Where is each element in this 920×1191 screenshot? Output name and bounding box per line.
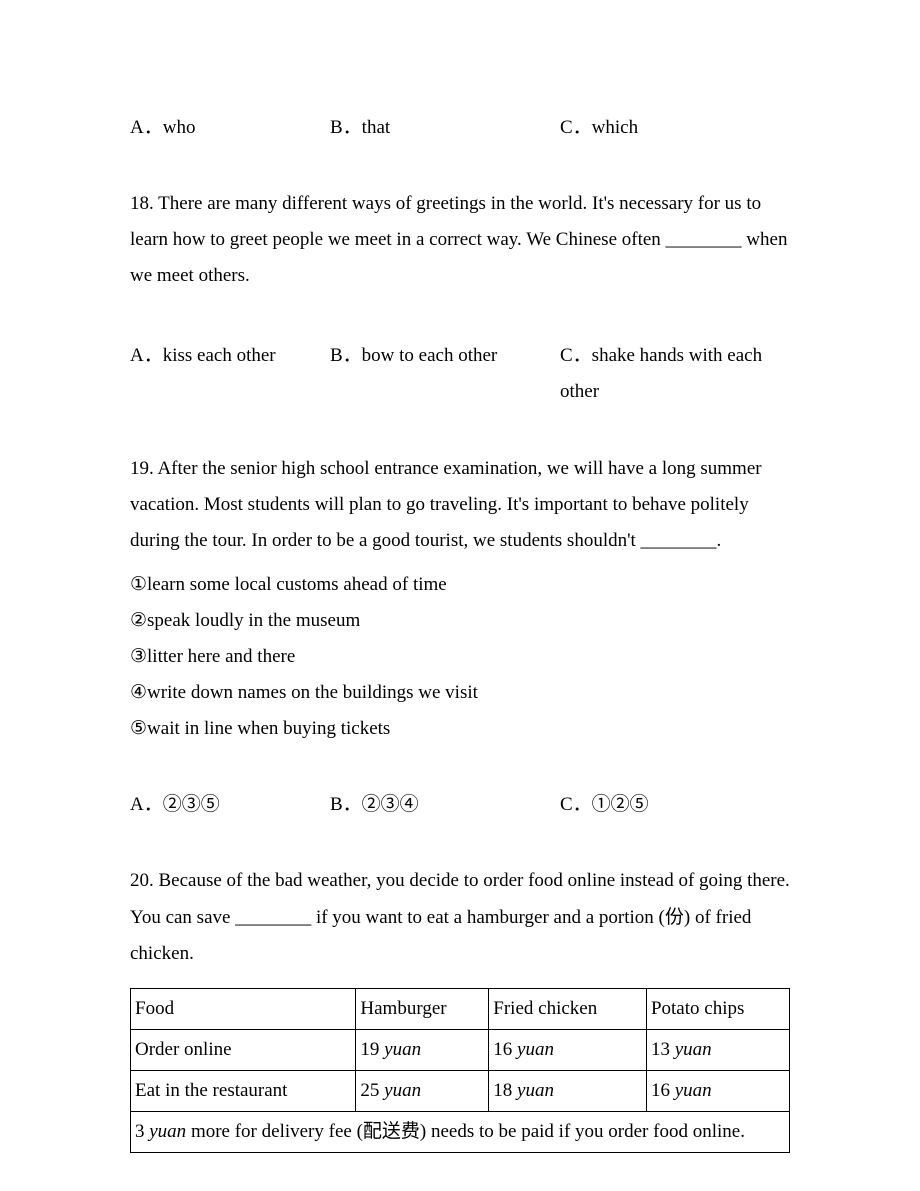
table-note: 3 yuan more for delivery fee (配送费) needs… xyxy=(131,1111,790,1152)
th-hamburger: Hamburger xyxy=(356,988,489,1029)
row1-c3: 13 yuan xyxy=(646,1029,789,1070)
q18-option-c: C．shake hands with each other xyxy=(560,338,790,410)
q19-item-1: ①learn some local customs ahead of time xyxy=(130,567,790,603)
row2-c1: 25 yuan xyxy=(356,1070,489,1111)
th-potato-chips: Potato chips xyxy=(646,988,789,1029)
q19-item-3: ③litter here and there xyxy=(130,639,790,675)
q20-text: 20. Because of the bad weather, you deci… xyxy=(130,863,790,971)
table-row-online: Order online 19 yuan 16 yuan 13 yuan xyxy=(131,1029,790,1070)
price-table: Food Hamburger Fried chicken Potato chip… xyxy=(130,988,790,1153)
q19-option-c: C．①②⑤ xyxy=(560,787,790,823)
row2-c3: 16 yuan xyxy=(646,1070,789,1111)
q19-option-a: A．②③⑤ xyxy=(130,787,330,823)
table-header-row: Food Hamburger Fried chicken Potato chip… xyxy=(131,988,790,1029)
q19-item-4: ④write down names on the buildings we vi… xyxy=(130,675,790,711)
row1-c1: 19 yuan xyxy=(356,1029,489,1070)
row2-label: Eat in the restaurant xyxy=(131,1070,356,1111)
q18-body: 18. There are many different ways of gre… xyxy=(130,186,790,294)
table-row-restaurant: Eat in the restaurant 25 yuan 18 yuan 16… xyxy=(131,1070,790,1111)
th-fried-chicken: Fried chicken xyxy=(489,988,647,1029)
q19-option-b: B．②③④ xyxy=(330,787,560,823)
q17-option-a: A．who xyxy=(130,110,330,146)
q19-options: A．②③⑤ B．②③④ C．①②⑤ xyxy=(130,787,790,823)
table-note-row: 3 yuan more for delivery fee (配送费) needs… xyxy=(131,1111,790,1152)
q20-body: 20. Because of the bad weather, you deci… xyxy=(130,863,790,971)
q19-item-5: ⑤wait in line when buying tickets xyxy=(130,711,790,747)
row1-label: Order online xyxy=(131,1029,356,1070)
q17-option-b: B．that xyxy=(330,110,560,146)
q19-items: ①learn some local customs ahead of time … xyxy=(130,567,790,747)
q17-options: A．who B．that C．which xyxy=(130,110,790,146)
q17-option-c: C．which xyxy=(560,110,790,146)
th-food: Food xyxy=(131,988,356,1029)
q19-body: 19. After the senior high school entranc… xyxy=(130,451,790,559)
q19-item-2: ②speak loudly in the museum xyxy=(130,603,790,639)
q18-option-a: A．kiss each other xyxy=(130,338,330,374)
q18-text: 18. There are many different ways of gre… xyxy=(130,186,790,294)
q18-options: A．kiss each other B．bow to each other C．… xyxy=(130,338,790,410)
row2-c2: 18 yuan xyxy=(489,1070,647,1111)
q18-option-b: B．bow to each other xyxy=(330,338,560,374)
q19-text: 19. After the senior high school entranc… xyxy=(130,451,790,559)
row1-c2: 16 yuan xyxy=(489,1029,647,1070)
